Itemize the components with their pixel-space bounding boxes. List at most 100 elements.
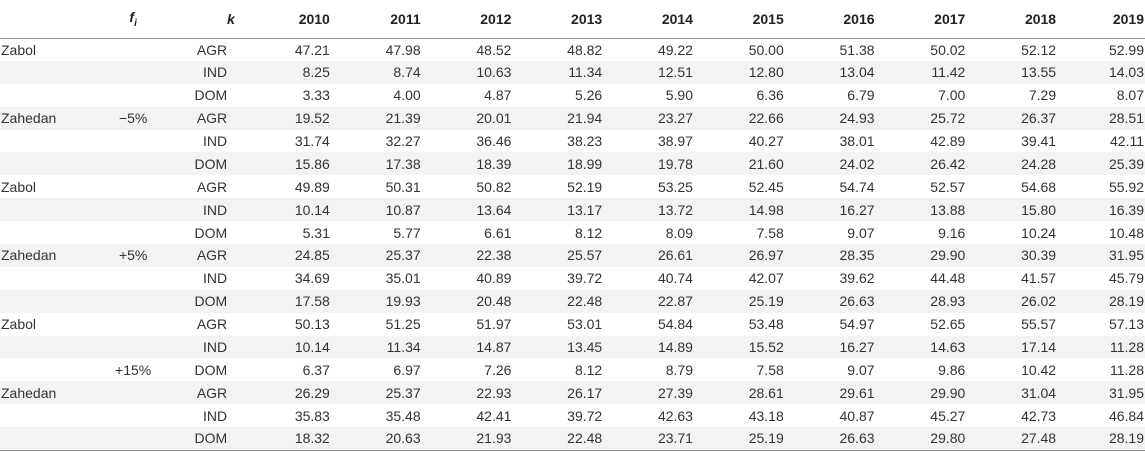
value-cell: 38.01	[839, 133, 875, 149]
sector-cell: IND	[203, 407, 228, 424]
fi-cell: +15%	[115, 361, 152, 378]
value-cell: 17.14	[1021, 339, 1057, 356]
fi-cell	[86, 84, 181, 107]
table-row: Zahedan −5% AGR 19.52 21.39 20.01 21.94 23.27 22…	[0, 106, 1145, 130]
value-cell: 18.32	[294, 430, 330, 447]
value-cell: 35.48	[385, 407, 421, 424]
fi-cell	[86, 267, 181, 290]
value-cell: 28.93	[930, 293, 966, 310]
table-row: Zabol AGR 49.89 50.31 50.82 52.19 53.25 52.45 54…	[0, 175, 1145, 199]
value-cell: 15.52	[748, 339, 784, 356]
value-cell: 6.37	[302, 361, 330, 378]
value-cell: 50.31	[385, 178, 421, 195]
value-cell: 50.00	[748, 41, 784, 58]
value-cell: 8.09	[665, 224, 693, 241]
value-cell: 10.48	[1108, 224, 1144, 241]
value-cell: 12.51	[657, 64, 693, 81]
year-header: 2012	[421, 0, 513, 39]
value-cell: 30.39	[1021, 247, 1057, 264]
value-cell: 49.89	[294, 178, 330, 195]
value-cell: 21.93	[476, 430, 512, 447]
value-cell: 16.39	[1108, 201, 1144, 218]
value-cell: 52.99	[1108, 41, 1144, 58]
year-header: 2015	[693, 0, 785, 39]
value-cell: 6.97	[393, 361, 421, 378]
value-cell: 7.26	[484, 361, 512, 378]
value-cell: 7.58	[756, 224, 784, 241]
value-cell: 24.85	[294, 247, 330, 264]
sector-cell: AGR	[196, 316, 228, 333]
value-cell: 13.64	[476, 201, 512, 218]
year-header: 2018	[966, 0, 1058, 39]
value-cell: 31.95	[1108, 247, 1144, 264]
value-cell: 8.74	[393, 64, 421, 81]
city-cell	[0, 267, 86, 290]
value-cell: 10.24	[1021, 224, 1057, 241]
value-cell: 3.33	[302, 87, 330, 104]
value-cell: 53.25	[657, 178, 693, 195]
sector-cell: IND	[203, 201, 228, 218]
value-cell: 9.07	[847, 224, 875, 241]
value-cell: 26.97	[748, 247, 784, 264]
value-cell: 53.01	[567, 316, 603, 333]
value-cell: 42.63	[657, 407, 693, 424]
table-row: Zahedan AGR 26.29 25.37 22.93 26.17 27.39 28.61…	[0, 381, 1145, 405]
value-cell: 49.22	[657, 41, 693, 58]
value-cell: 25.39	[1108, 155, 1144, 172]
value-cell: 26.29	[294, 384, 330, 401]
sector-cell: IND	[203, 339, 228, 356]
table-row: IND 8.25 8.74 10.63 11.34 12.51 12.80 13.04 11.4…	[0, 60, 1145, 84]
city-cell: Zabol	[1, 178, 37, 195]
value-cell: 50.02	[930, 41, 966, 58]
value-cell: 5.90	[665, 87, 693, 104]
value-cell: 8.25	[302, 64, 330, 81]
sector-cell: DOM	[194, 155, 228, 172]
value-cell: 47.98	[385, 41, 421, 58]
value-cell: 48.82	[567, 41, 603, 58]
sector-cell: DOM	[194, 224, 228, 241]
year-header: 2014	[603, 0, 694, 39]
value-cell: 11.28	[1110, 361, 1144, 378]
value-cell: 20.63	[385, 430, 421, 447]
value-cell: 18.39	[476, 155, 512, 172]
value-cell: 17.58	[294, 293, 330, 310]
value-cell: 26.63	[839, 430, 875, 447]
value-cell: 19.93	[385, 293, 421, 310]
city-cell	[0, 84, 86, 107]
value-cell: 52.12	[1021, 41, 1057, 58]
table-row: IND 31.74 32.27 36.46 38.23 38.97 40.27 38.01 42…	[0, 129, 1145, 153]
value-cell: 24.02	[839, 155, 875, 172]
fi-cell	[86, 175, 181, 198]
sector-cell: DOM	[194, 293, 228, 310]
value-cell: 41.57	[1021, 270, 1057, 287]
value-cell: 39.72	[567, 270, 603, 287]
value-cell: 28.19	[1108, 430, 1144, 447]
city-cell	[0, 152, 86, 175]
value-cell: 55.57	[1021, 316, 1057, 333]
header-row: fi k 2010 2011 2012 2013 2014 2015 2016 …	[0, 0, 1145, 39]
value-cell: 40.89	[476, 270, 512, 287]
value-cell: 26.42	[930, 155, 966, 172]
value-cell: 10.42	[1021, 361, 1057, 378]
table-row: DOM 3.33 4.00 4.87 5.26 5.90 6.36 6.79 7.00 7.29 8…	[0, 83, 1145, 107]
city-cell	[0, 198, 86, 221]
value-cell: 8.12	[574, 361, 603, 378]
value-cell: 31.04	[1021, 384, 1057, 401]
value-cell: 55.92	[1108, 178, 1144, 195]
value-cell: 39.72	[567, 407, 603, 424]
k-header: k	[180, 0, 252, 39]
value-cell: 54.97	[839, 316, 875, 333]
city-cell: Zahedan	[1, 384, 57, 401]
value-cell: 43.18	[748, 407, 784, 424]
table-row: DOM 18.32 20.63 21.93 22.48 23.71 25.19 26.63 29…	[0, 427, 1145, 451]
value-cell: 22.87	[657, 293, 693, 310]
value-cell: 7.29	[1028, 87, 1057, 104]
value-cell: 13.72	[657, 201, 693, 218]
fi-cell	[86, 404, 181, 427]
value-cell: 38.97	[657, 133, 693, 149]
value-cell: 52.57	[930, 178, 966, 195]
value-cell: 25.72	[930, 110, 966, 127]
value-cell: 11.34	[568, 64, 603, 81]
value-cell: 5.26	[574, 87, 603, 104]
